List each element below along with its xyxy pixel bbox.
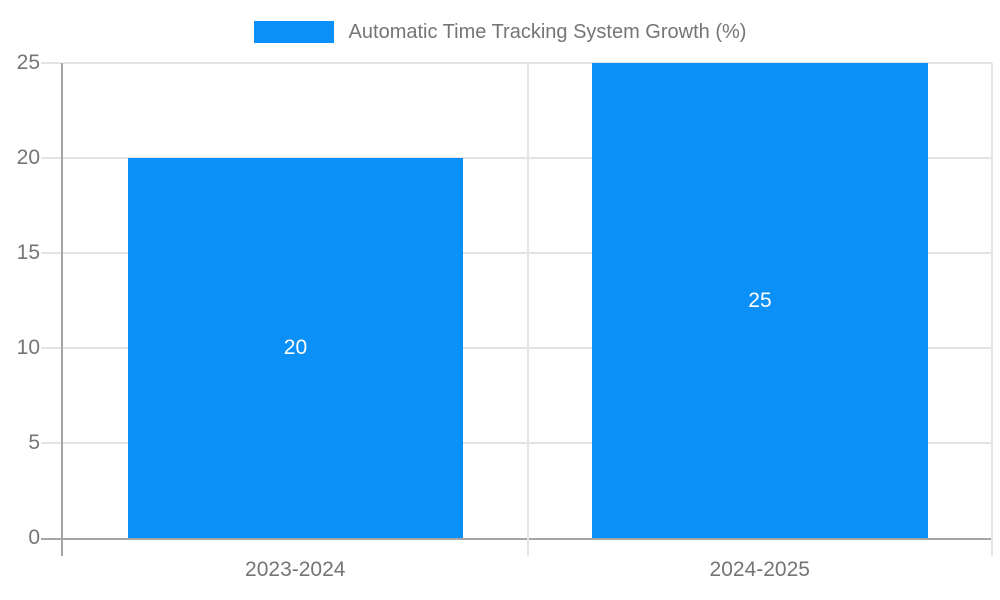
x-axis: 2023-2024 2024-2025 xyxy=(63,540,992,590)
y-tick-label: 0 xyxy=(28,526,40,549)
x-axis-tick xyxy=(61,538,63,556)
y-axis-tick xyxy=(41,62,61,64)
y-tick-label: 25 xyxy=(16,51,40,74)
bar-2024-2025[interactable]: 25 xyxy=(592,63,928,538)
chart-legend-item[interactable]: Automatic Time Tracking System Growth (%… xyxy=(0,20,1000,44)
x-axis-tick xyxy=(526,538,529,556)
y-axis: 0 5 10 15 20 25 xyxy=(0,51,40,549)
legend-label: Automatic Time Tracking System Growth (%… xyxy=(348,21,747,43)
y-axis-tick xyxy=(41,347,61,349)
bar-value-label: 20 xyxy=(283,336,308,359)
x-tick-label: 2023-2024 xyxy=(245,558,346,581)
y-tick-label: 10 xyxy=(16,336,40,359)
y-tick-label: 20 xyxy=(16,146,40,169)
legend-swatch xyxy=(253,21,334,43)
y-tick-label: 15 xyxy=(16,241,40,264)
x-tick-label: 2024-2025 xyxy=(709,558,810,581)
y-axis-tick xyxy=(41,538,61,540)
y-axis-tick xyxy=(41,157,61,159)
plot-area: 20 25 xyxy=(41,62,993,556)
bar-value-label: 25 xyxy=(748,288,772,312)
x-gridline xyxy=(991,63,993,538)
x-axis-tick xyxy=(991,538,993,556)
x-gridline xyxy=(526,63,529,538)
y-tick-label: 5 xyxy=(28,431,40,454)
bar-2023-2024[interactable]: 20 xyxy=(127,158,464,538)
y-axis-tick xyxy=(41,252,61,254)
y-axis-tick xyxy=(41,442,61,444)
